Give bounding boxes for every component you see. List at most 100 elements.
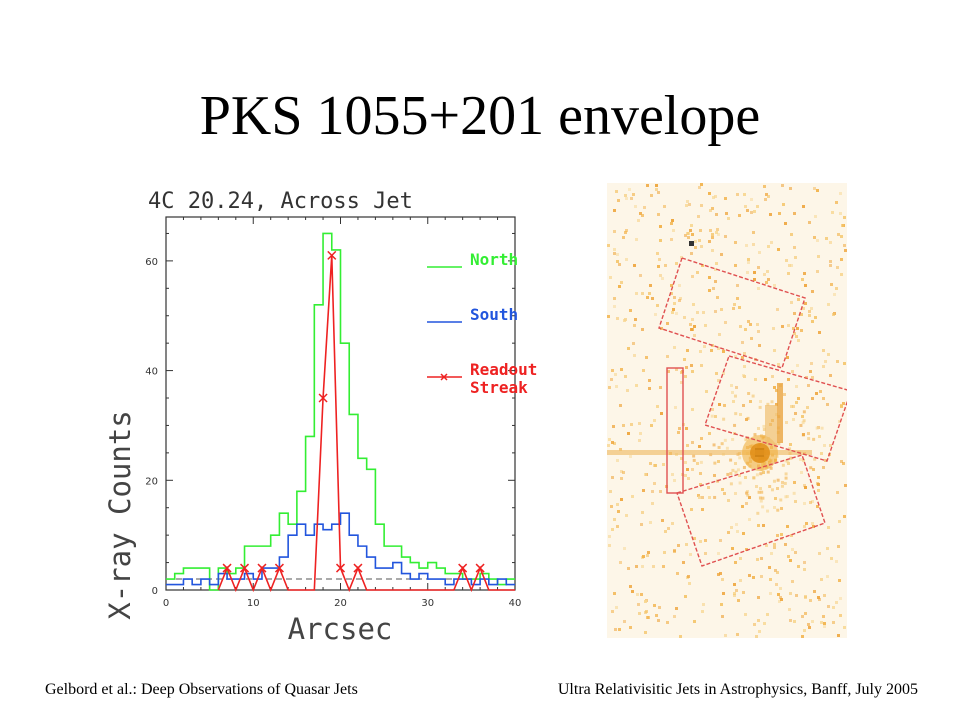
legend-label: Streak (470, 378, 528, 397)
noise-pixel (651, 502, 654, 505)
noise-pixel (708, 240, 711, 243)
noise-pixel (759, 487, 762, 490)
noise-pixel (623, 620, 626, 623)
noise-pixel (738, 456, 742, 460)
noise-pixel (753, 210, 756, 213)
noise-pixel (790, 301, 793, 304)
noise-pixel (629, 585, 632, 588)
noise-pixel (810, 362, 813, 365)
noise-pixel (699, 460, 703, 464)
noise-pixel (687, 236, 690, 239)
readout-marker (318, 393, 328, 403)
noise-pixel (687, 477, 690, 480)
image-noise (607, 183, 847, 638)
noise-pixel (809, 599, 812, 602)
noise-pixel (790, 405, 793, 408)
noise-pixel (642, 489, 645, 492)
noise-pixel (825, 237, 828, 240)
noise-pixel (789, 619, 792, 622)
noise-pixel (712, 443, 716, 447)
noise-pixel (776, 534, 779, 537)
noise-pixel (813, 590, 816, 593)
noise-pixel (783, 393, 786, 396)
noise-pixel (788, 447, 792, 451)
noise-pixel (818, 552, 821, 555)
noise-pixel (787, 378, 790, 381)
noise-pixel (619, 561, 622, 564)
noise-pixel (716, 296, 719, 299)
noise-pixel (833, 293, 836, 296)
readout-marker (239, 563, 250, 573)
noise-pixel (685, 543, 688, 546)
noise-pixel (792, 327, 795, 330)
marker-stroke (458, 563, 468, 573)
noise-pixel (820, 621, 823, 624)
noise-pixel (631, 590, 634, 593)
noise-pixel (812, 525, 815, 528)
profile-chart: 4C 20.24, Across Jet 0 10 20 30 40 0 20 40 60 X-… (103, 189, 537, 645)
noise-pixel (712, 287, 715, 290)
noise-pixel (760, 490, 764, 494)
noise-pixel (826, 403, 829, 406)
noise-pixel (827, 353, 830, 356)
noise-pixel (719, 539, 722, 542)
noise-pixel (791, 548, 794, 551)
noise-pixel (818, 331, 821, 334)
noise-pixel (608, 544, 611, 547)
noise-pixel (787, 324, 790, 327)
noise-pixel (613, 305, 616, 308)
noise-pixel (730, 526, 733, 529)
readout-marker (222, 563, 232, 573)
noise-pixel (692, 454, 696, 458)
noise-pixel (667, 527, 670, 530)
noise-pixel (723, 404, 726, 407)
noise-pixel (653, 482, 656, 485)
noise-pixel (737, 599, 740, 602)
noise-pixel (796, 327, 799, 330)
noise-pixel (796, 364, 799, 367)
noise-pixel (710, 414, 714, 418)
noise-pixel (654, 313, 657, 316)
noise-pixel (824, 360, 827, 363)
noise-pixel (625, 514, 628, 517)
noise-pixel (776, 478, 780, 482)
noise-pixel (795, 401, 798, 404)
noise-pixel (753, 271, 756, 274)
noise-pixel (722, 592, 725, 595)
noise-pixel (620, 368, 623, 371)
noise-pixel (721, 488, 724, 491)
noise-pixel (794, 256, 797, 259)
chart-title: 4C 20.24, Across Jet (148, 189, 413, 214)
noise-pixel (649, 284, 652, 287)
x-tick-label: 20 (334, 598, 347, 609)
noise-pixel (709, 229, 712, 232)
noise-pixel (735, 386, 738, 389)
noise-pixel (615, 606, 618, 609)
noise-pixel (757, 427, 760, 430)
noise-pixel (704, 552, 707, 555)
noise-pixel (763, 273, 766, 276)
noise-pixel (805, 376, 808, 379)
noise-pixel (762, 524, 765, 527)
noise-pixel (673, 346, 676, 349)
noise-pixel (818, 435, 821, 438)
noise-pixel (816, 270, 819, 273)
marker-stroke (353, 563, 363, 573)
noise-pixel (763, 622, 766, 625)
noise-pixel (707, 486, 710, 489)
noise-pixel (797, 397, 800, 400)
noise-pixel (775, 389, 778, 392)
noise-pixel (774, 497, 777, 500)
noise-pixel (663, 551, 666, 554)
noise-pixel (644, 611, 647, 614)
noise-pixel (648, 292, 651, 295)
noise-pixel (768, 566, 771, 569)
noise-pixel (815, 426, 819, 430)
noise-pixel (734, 492, 737, 495)
noise-pixel (808, 221, 811, 224)
noise-pixel (616, 260, 619, 263)
noise-pixel (822, 466, 825, 469)
noise-pixel (765, 281, 768, 284)
noise-pixel (743, 352, 746, 355)
noise-pixel (844, 249, 847, 252)
